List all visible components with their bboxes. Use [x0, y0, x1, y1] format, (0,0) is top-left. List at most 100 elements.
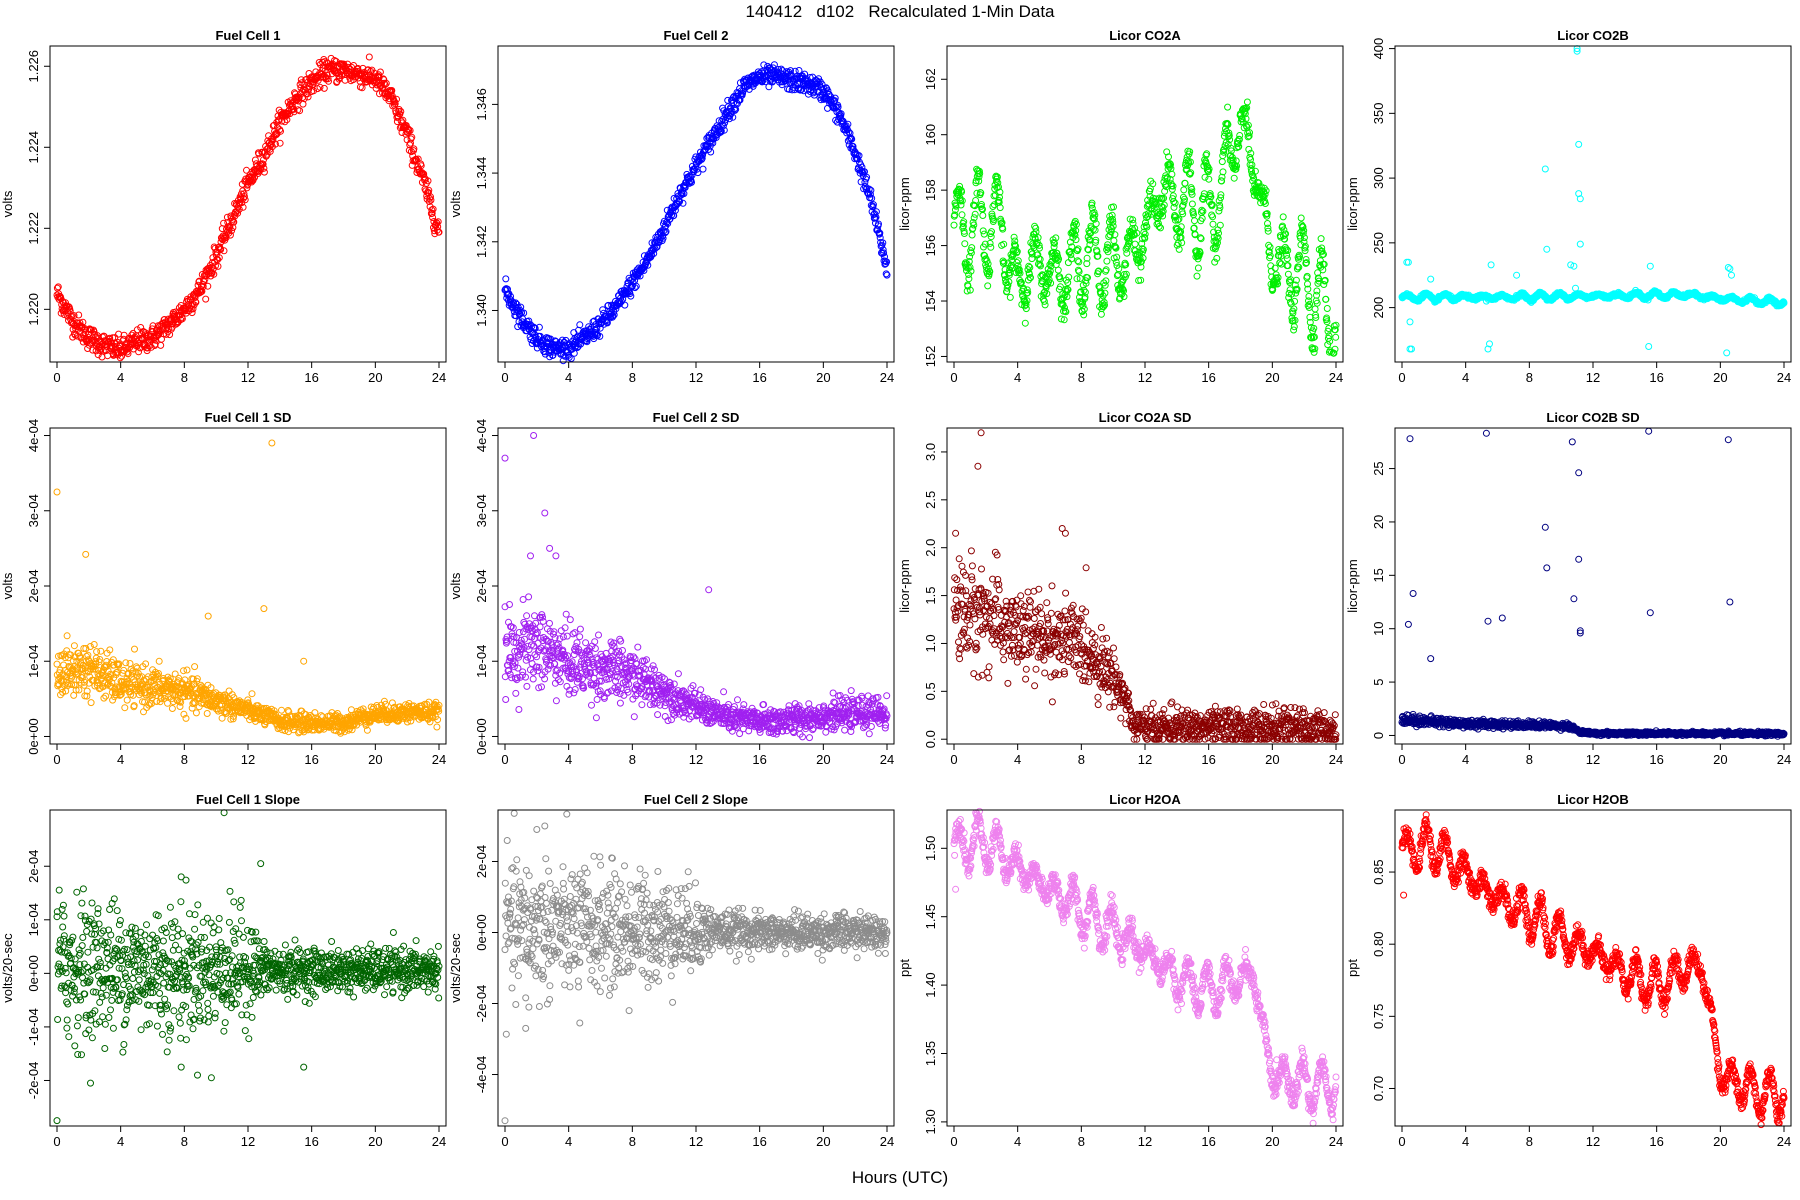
data-point [699, 165, 707, 173]
data-point [191, 663, 199, 671]
data-point [1131, 240, 1139, 248]
data-point [525, 317, 533, 325]
figure-title: 140412 d102 Recalculated 1-Min Data [745, 2, 1055, 21]
data-point [1726, 265, 1734, 273]
data-point [1041, 301, 1049, 309]
x-tick-label: 8 [1078, 370, 1085, 385]
data-point [434, 218, 442, 226]
data-point [217, 246, 225, 254]
data-point [66, 307, 74, 315]
data-point [215, 254, 223, 262]
data-point [75, 311, 83, 319]
data-point [89, 346, 97, 354]
x-tick-label: 20 [1265, 370, 1279, 385]
data-point [1313, 287, 1321, 295]
panel-title: Licor CO2B [1557, 28, 1629, 43]
x-tick-label: 4 [117, 370, 124, 385]
data-point [391, 100, 399, 108]
panel-title: Licor CO2A [1109, 28, 1181, 43]
data-point [1021, 319, 1029, 327]
data-point [1209, 213, 1217, 221]
x-tick-label: 4 [1014, 370, 1021, 385]
panel-title: Fuel Cell 2 [663, 28, 728, 43]
data-point [220, 219, 228, 227]
x-tick-label: 4 [1462, 370, 1469, 385]
data-point [116, 354, 124, 362]
data-point [73, 332, 81, 340]
data-point [214, 262, 222, 270]
data-point [984, 282, 992, 290]
data-point [251, 156, 259, 164]
data-point [358, 84, 366, 92]
data-point [131, 645, 138, 653]
x-tick-label: 8 [181, 370, 188, 385]
data-point [1487, 261, 1495, 269]
data-point [278, 706, 285, 714]
data-point [1279, 213, 1287, 221]
x-tick-label: 20 [816, 370, 830, 385]
data-point [958, 211, 966, 219]
data-point [149, 322, 157, 330]
data-point [599, 306, 607, 314]
x-tick-label: 16 [1649, 370, 1663, 385]
data-point [204, 282, 212, 290]
data-point [143, 347, 151, 355]
panel-title: Fuel Cell 1 SD [205, 410, 292, 425]
data-point [226, 231, 234, 239]
data-point [433, 226, 441, 234]
data-point [70, 642, 78, 650]
data-point [393, 95, 400, 103]
data-point [1191, 217, 1198, 225]
y-tick-label: 154 [923, 290, 938, 312]
data-point [155, 657, 163, 665]
y-tick-label: 1.340 [474, 294, 489, 327]
data-point [989, 203, 997, 210]
data-point [1646, 262, 1654, 270]
data-point [233, 207, 241, 215]
data-point [795, 67, 803, 74]
data-point [504, 285, 511, 293]
y-tick-label: 162 [923, 68, 938, 90]
data-point [271, 140, 279, 148]
x-tick-label: 16 [1201, 370, 1215, 385]
data-point [1427, 275, 1435, 283]
data-point [240, 193, 248, 201]
data-point [378, 79, 386, 87]
data-point [79, 318, 87, 326]
x-tick-label: 12 [1586, 370, 1600, 385]
data-point [406, 127, 414, 134]
data-point [304, 93, 312, 101]
plot-frame [497, 45, 895, 363]
data-point [296, 107, 304, 115]
data-point [144, 344, 151, 352]
data-point [301, 86, 309, 94]
data-point [201, 275, 209, 283]
data-point [1305, 292, 1313, 300]
data-point [1230, 174, 1238, 182]
x-tick-label: 20 [368, 370, 382, 385]
data-point [1194, 264, 1202, 272]
data-point [1218, 158, 1226, 166]
data-point [331, 57, 338, 64]
y-tick-label: 1.222 [26, 212, 41, 245]
data-point [1181, 179, 1189, 187]
data-point [203, 710, 211, 717]
x-tick-label: 8 [1526, 370, 1533, 385]
data-point [1572, 284, 1579, 292]
data-point [276, 139, 284, 147]
data-point [1406, 318, 1414, 326]
y-tick-label: 1.344 [474, 157, 489, 190]
y-axis-label: licor-ppm [897, 177, 912, 230]
data-point [228, 227, 236, 235]
data-point [971, 210, 979, 218]
data-point [987, 243, 995, 251]
data-points [501, 61, 891, 365]
data-point [1216, 221, 1224, 229]
data-point [192, 709, 200, 717]
data-point [359, 64, 367, 72]
x-tick-label: 0 [950, 370, 957, 385]
x-tick-label: 24 [1777, 370, 1791, 385]
data-point [320, 84, 328, 92]
